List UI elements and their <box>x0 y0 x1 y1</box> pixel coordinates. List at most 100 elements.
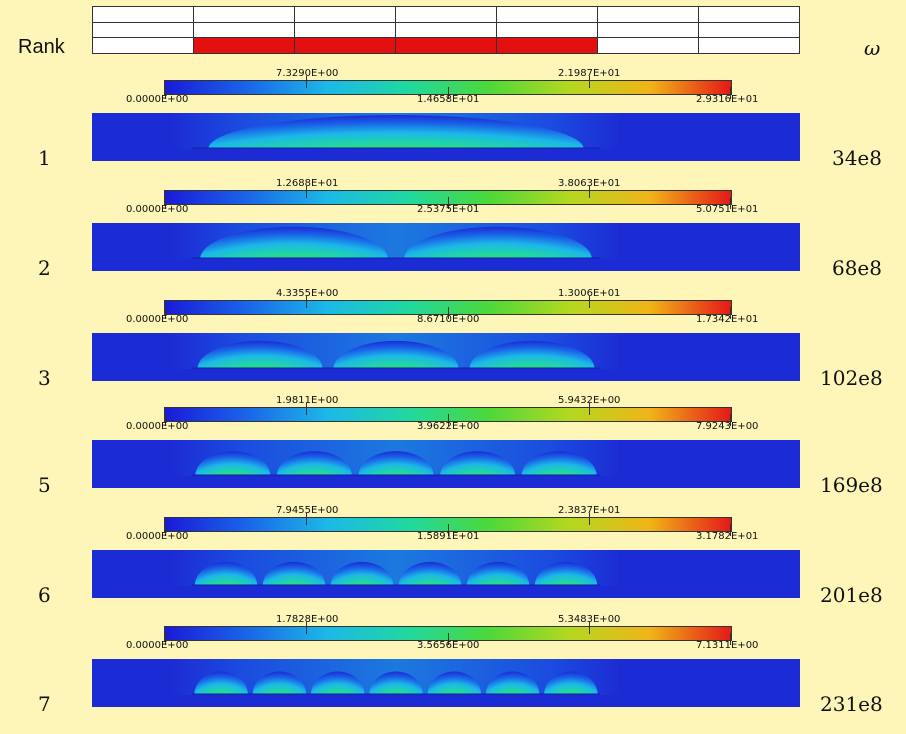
strip-cell <box>92 21 194 39</box>
colorbar-tick-label: 2.5375E+01 <box>417 204 480 215</box>
colorbar <box>164 513 732 536</box>
field-distribution <box>172 550 620 598</box>
field-distribution <box>172 223 620 271</box>
colorbar-tick-label: 3.5656E+00 <box>417 640 480 651</box>
field-plot <box>92 440 800 488</box>
strip-row <box>92 21 800 39</box>
colorbar <box>164 76 732 99</box>
strip-cell <box>193 21 295 39</box>
colorbar-tick-label: 1.4658E+01 <box>417 94 480 105</box>
strip-cell <box>496 21 598 39</box>
colorbar-tick <box>447 197 449 209</box>
omega-value: 201e8 <box>820 583 883 607</box>
colorbar-tick-label: 0.0000E+00 <box>126 204 189 215</box>
strip-cell <box>92 37 194 54</box>
strip-cell-highlighted <box>496 37 598 54</box>
colorbar-tick <box>306 296 308 308</box>
mode-row: 1.2688E+01 3.8063E+01 0.0000E+00 2.5375E+01… <box>0 178 906 298</box>
strip-cell <box>294 6 396 23</box>
colorbar-tick-label: 3.9622E+00 <box>417 421 480 432</box>
colorbar <box>164 186 732 209</box>
colorbar-tick-label: 1.3006E+01 <box>558 288 621 299</box>
colorbar-tick-label: 2.9316E+01 <box>696 94 759 105</box>
rank-number: 3 <box>38 366 51 390</box>
rank-number: 5 <box>38 473 51 497</box>
omega-value: 34e8 <box>831 146 882 170</box>
rank-column-header: Rank <box>18 36 65 58</box>
strip-row <box>92 6 800 23</box>
colorbar-tick-label: 5.0751E+01 <box>696 204 759 215</box>
colorbar <box>164 403 732 426</box>
omega-value: 68e8 <box>831 256 882 280</box>
strip-cell <box>92 6 194 23</box>
colorbar-tick <box>306 76 308 88</box>
colorbar-tick <box>730 524 731 536</box>
mode-row: 1.7828E+00 5.3483E+00 0.0000E+00 3.5656E+00… <box>0 614 906 734</box>
colorbar-tick-label: 0.0000E+00 <box>126 640 189 651</box>
colorbar-tick <box>447 524 449 536</box>
colorbar-tick-label: 3.1782E+01 <box>696 531 759 542</box>
omega-value: 102e8 <box>820 366 883 390</box>
colorbar-tick-label: 1.5891E+01 <box>417 531 480 542</box>
strip-cell-highlighted <box>294 37 396 54</box>
colorbar-tick <box>306 513 308 525</box>
mode-row: 7.9455E+00 2.3837E+01 0.0000E+00 1.5891E+01… <box>0 505 906 625</box>
strip-cell <box>698 6 800 23</box>
colorbar-tick-label: 5.3483E+00 <box>558 614 621 625</box>
strip-cell <box>193 6 295 23</box>
strip-cell <box>294 21 396 39</box>
colorbar-tick <box>588 403 590 415</box>
strip-cell <box>597 37 699 54</box>
colorbar-tick-label: 1.9811E+00 <box>276 395 339 406</box>
colorbar-tick-label: 2.3837E+01 <box>558 505 621 516</box>
field-plot <box>92 659 800 707</box>
colorbar-tick <box>730 414 731 426</box>
colorbar-tick <box>588 76 590 88</box>
colorbar-tick <box>306 403 308 415</box>
field-plot <box>92 113 800 161</box>
colorbar-tick <box>447 307 449 319</box>
strip-cell <box>698 37 800 54</box>
rank-number: 2 <box>38 256 51 280</box>
rank-number: 1 <box>38 146 51 170</box>
colorbar-tick <box>165 414 166 426</box>
colorbar-tick-label: 0.0000E+00 <box>126 94 189 105</box>
strip-cell <box>597 6 699 23</box>
colorbar-tick-label: 7.1311E+00 <box>696 640 759 651</box>
mode-row: 4.3355E+00 1.3006E+01 0.0000E+00 8.6710E+00… <box>0 288 906 408</box>
colorbar-tick-label: 3.8063E+01 <box>558 178 621 189</box>
field-distribution <box>172 333 620 381</box>
configuration-strip <box>92 6 800 54</box>
colorbar-tick <box>588 296 590 308</box>
omega-value: 169e8 <box>820 473 883 497</box>
colorbar-tick <box>588 622 590 634</box>
colorbar-tick-label: 5.9432E+00 <box>558 395 621 406</box>
colorbar-tick-label: 8.6710E+00 <box>417 314 480 325</box>
colorbar <box>164 622 732 645</box>
colorbar <box>164 296 732 319</box>
rank-number: 6 <box>38 583 51 607</box>
omega-value: 231e8 <box>820 692 883 716</box>
colorbar-tick-label: 0.0000E+00 <box>126 314 189 325</box>
colorbar-tick <box>447 87 449 99</box>
mode-row: 1.9811E+00 5.9432E+00 0.0000E+00 3.9622E+00… <box>0 395 906 515</box>
colorbar-tick-label: 0.0000E+00 <box>126 531 189 542</box>
mode-row: 7.3290E+00 2.1987E+01 0.0000E+00 1.4658E+01… <box>0 68 906 188</box>
colorbar-tick <box>165 307 166 319</box>
field-plot <box>92 550 800 598</box>
colorbar-tick <box>447 633 449 645</box>
colorbar-tick <box>730 87 731 99</box>
waveguide-plate <box>192 475 600 488</box>
strip-cell <box>698 21 800 39</box>
waveguide-plate <box>192 585 600 598</box>
colorbar-tick <box>306 186 308 198</box>
colorbar-tick <box>730 633 731 645</box>
waveguide-plate <box>192 148 600 161</box>
colorbar-tick-label: 1.2688E+01 <box>276 178 339 189</box>
colorbar-tick <box>730 307 731 319</box>
strip-row <box>92 37 800 54</box>
colorbar-tick <box>447 414 449 426</box>
colorbar-tick <box>306 622 308 634</box>
strip-cell-highlighted <box>395 37 497 54</box>
